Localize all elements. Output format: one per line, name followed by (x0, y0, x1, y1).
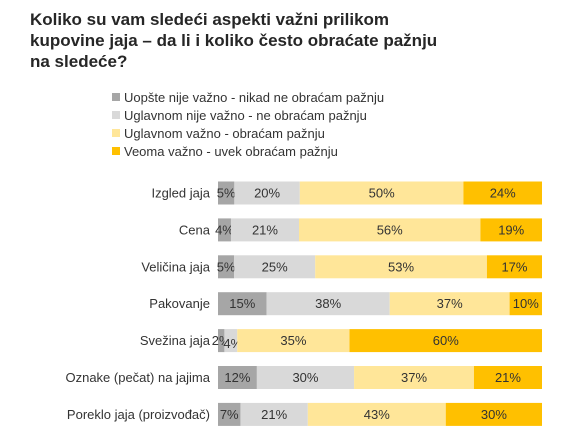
data-label: 15% (229, 296, 255, 311)
data-label: 37% (437, 296, 463, 311)
data-label: 25% (262, 259, 288, 274)
legend-swatch-icon (112, 147, 120, 155)
data-label: 50% (369, 186, 395, 201)
legend-swatch-icon (112, 93, 120, 101)
data-label: 5% (217, 259, 236, 274)
legend-swatch-icon (112, 111, 120, 119)
bar-segment (218, 218, 231, 242)
data-label: 37% (401, 370, 427, 385)
data-label: 35% (280, 333, 306, 348)
bar-segment (256, 366, 355, 389)
data-label: 43% (364, 407, 390, 422)
bar-segment (354, 366, 474, 389)
data-label: 21% (252, 222, 278, 237)
category-label: Cena (179, 222, 211, 237)
bar-segment (389, 292, 510, 316)
legend-item: Veoma važno - uvek obraćam pažnju (112, 142, 384, 160)
bar-segment (237, 329, 350, 353)
bar-segment (315, 255, 487, 279)
category-label: Izgled jaja (151, 186, 210, 201)
data-label: 30% (481, 407, 507, 422)
bar-segment (299, 181, 464, 205)
data-label: 38% (315, 296, 341, 311)
data-label: 21% (495, 370, 521, 385)
legend-label: Uglavnom važno - obraćam pažnju (124, 125, 325, 141)
bar-segment (349, 329, 542, 353)
bar-segment (218, 402, 241, 426)
data-label: 30% (292, 370, 318, 385)
bar-segment (473, 366, 542, 389)
data-label: 60% (433, 333, 459, 348)
bar-segment (234, 255, 316, 279)
bar-segment (445, 402, 542, 426)
bar-segment (224, 329, 238, 353)
bar-segment (230, 218, 299, 242)
data-label: 24% (490, 186, 516, 201)
bar-segment (266, 292, 390, 316)
bar-segment (299, 218, 481, 242)
data-label: 21% (261, 407, 287, 422)
bar-segment (234, 181, 300, 205)
legend-item: Uglavnom važno - obraćam pažnju (112, 124, 384, 142)
legend: Uopšte nije važno - nikad ne obraćam paž… (112, 88, 384, 160)
legend-item: Uopšte nije važno - nikad ne obraćam paž… (112, 88, 384, 106)
data-label: 5% (217, 186, 236, 201)
legend-label: Uglavnom nije važno - ne obraćam pažnju (124, 107, 367, 123)
data-label: 10% (513, 296, 539, 311)
bar-segment (240, 402, 308, 426)
bar-segment (218, 292, 267, 316)
data-label: 53% (388, 259, 414, 274)
data-label: 4% (215, 222, 234, 237)
category-label: Svežina jaja (140, 333, 211, 348)
bar-segment (218, 181, 235, 205)
data-label: 17% (501, 259, 527, 274)
bar-segment (463, 181, 542, 205)
legend-swatch-icon (112, 129, 120, 137)
bar-segment (218, 329, 225, 353)
bar-segment (218, 366, 257, 389)
category-label: Poreklo jaja (proizvođač) (67, 407, 210, 422)
bar-segment (486, 255, 542, 279)
legend-item: Uglavnom nije važno - ne obraćam pažnju (112, 106, 384, 124)
category-label: Veličina jaja (141, 259, 210, 274)
data-label: 19% (498, 222, 524, 237)
data-label: 20% (254, 186, 280, 201)
category-label: Pakovanje (149, 296, 210, 311)
category-label: Oznake (pečat) na jajima (65, 370, 210, 385)
bar-segment (218, 255, 235, 279)
bar-segment (509, 292, 542, 316)
legend-label: Veoma važno - uvek obraćam pažnju (124, 143, 338, 159)
data-label: 12% (224, 370, 250, 385)
bar-segment (480, 218, 542, 242)
legend-label: Uopšte nije važno - nikad ne obraćam paž… (124, 89, 385, 105)
chart-title: Koliko su vam sledeći aspekti važni pril… (30, 10, 438, 71)
data-label: 7% (220, 407, 239, 422)
bar-segment (307, 402, 446, 426)
data-label: 56% (377, 222, 403, 237)
